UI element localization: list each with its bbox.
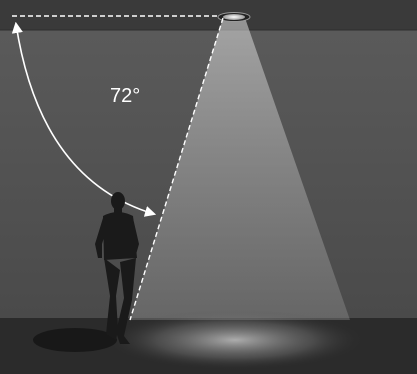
person-shadow (33, 328, 117, 352)
ceiling (0, 0, 417, 30)
angle-label: 72° (110, 85, 140, 107)
